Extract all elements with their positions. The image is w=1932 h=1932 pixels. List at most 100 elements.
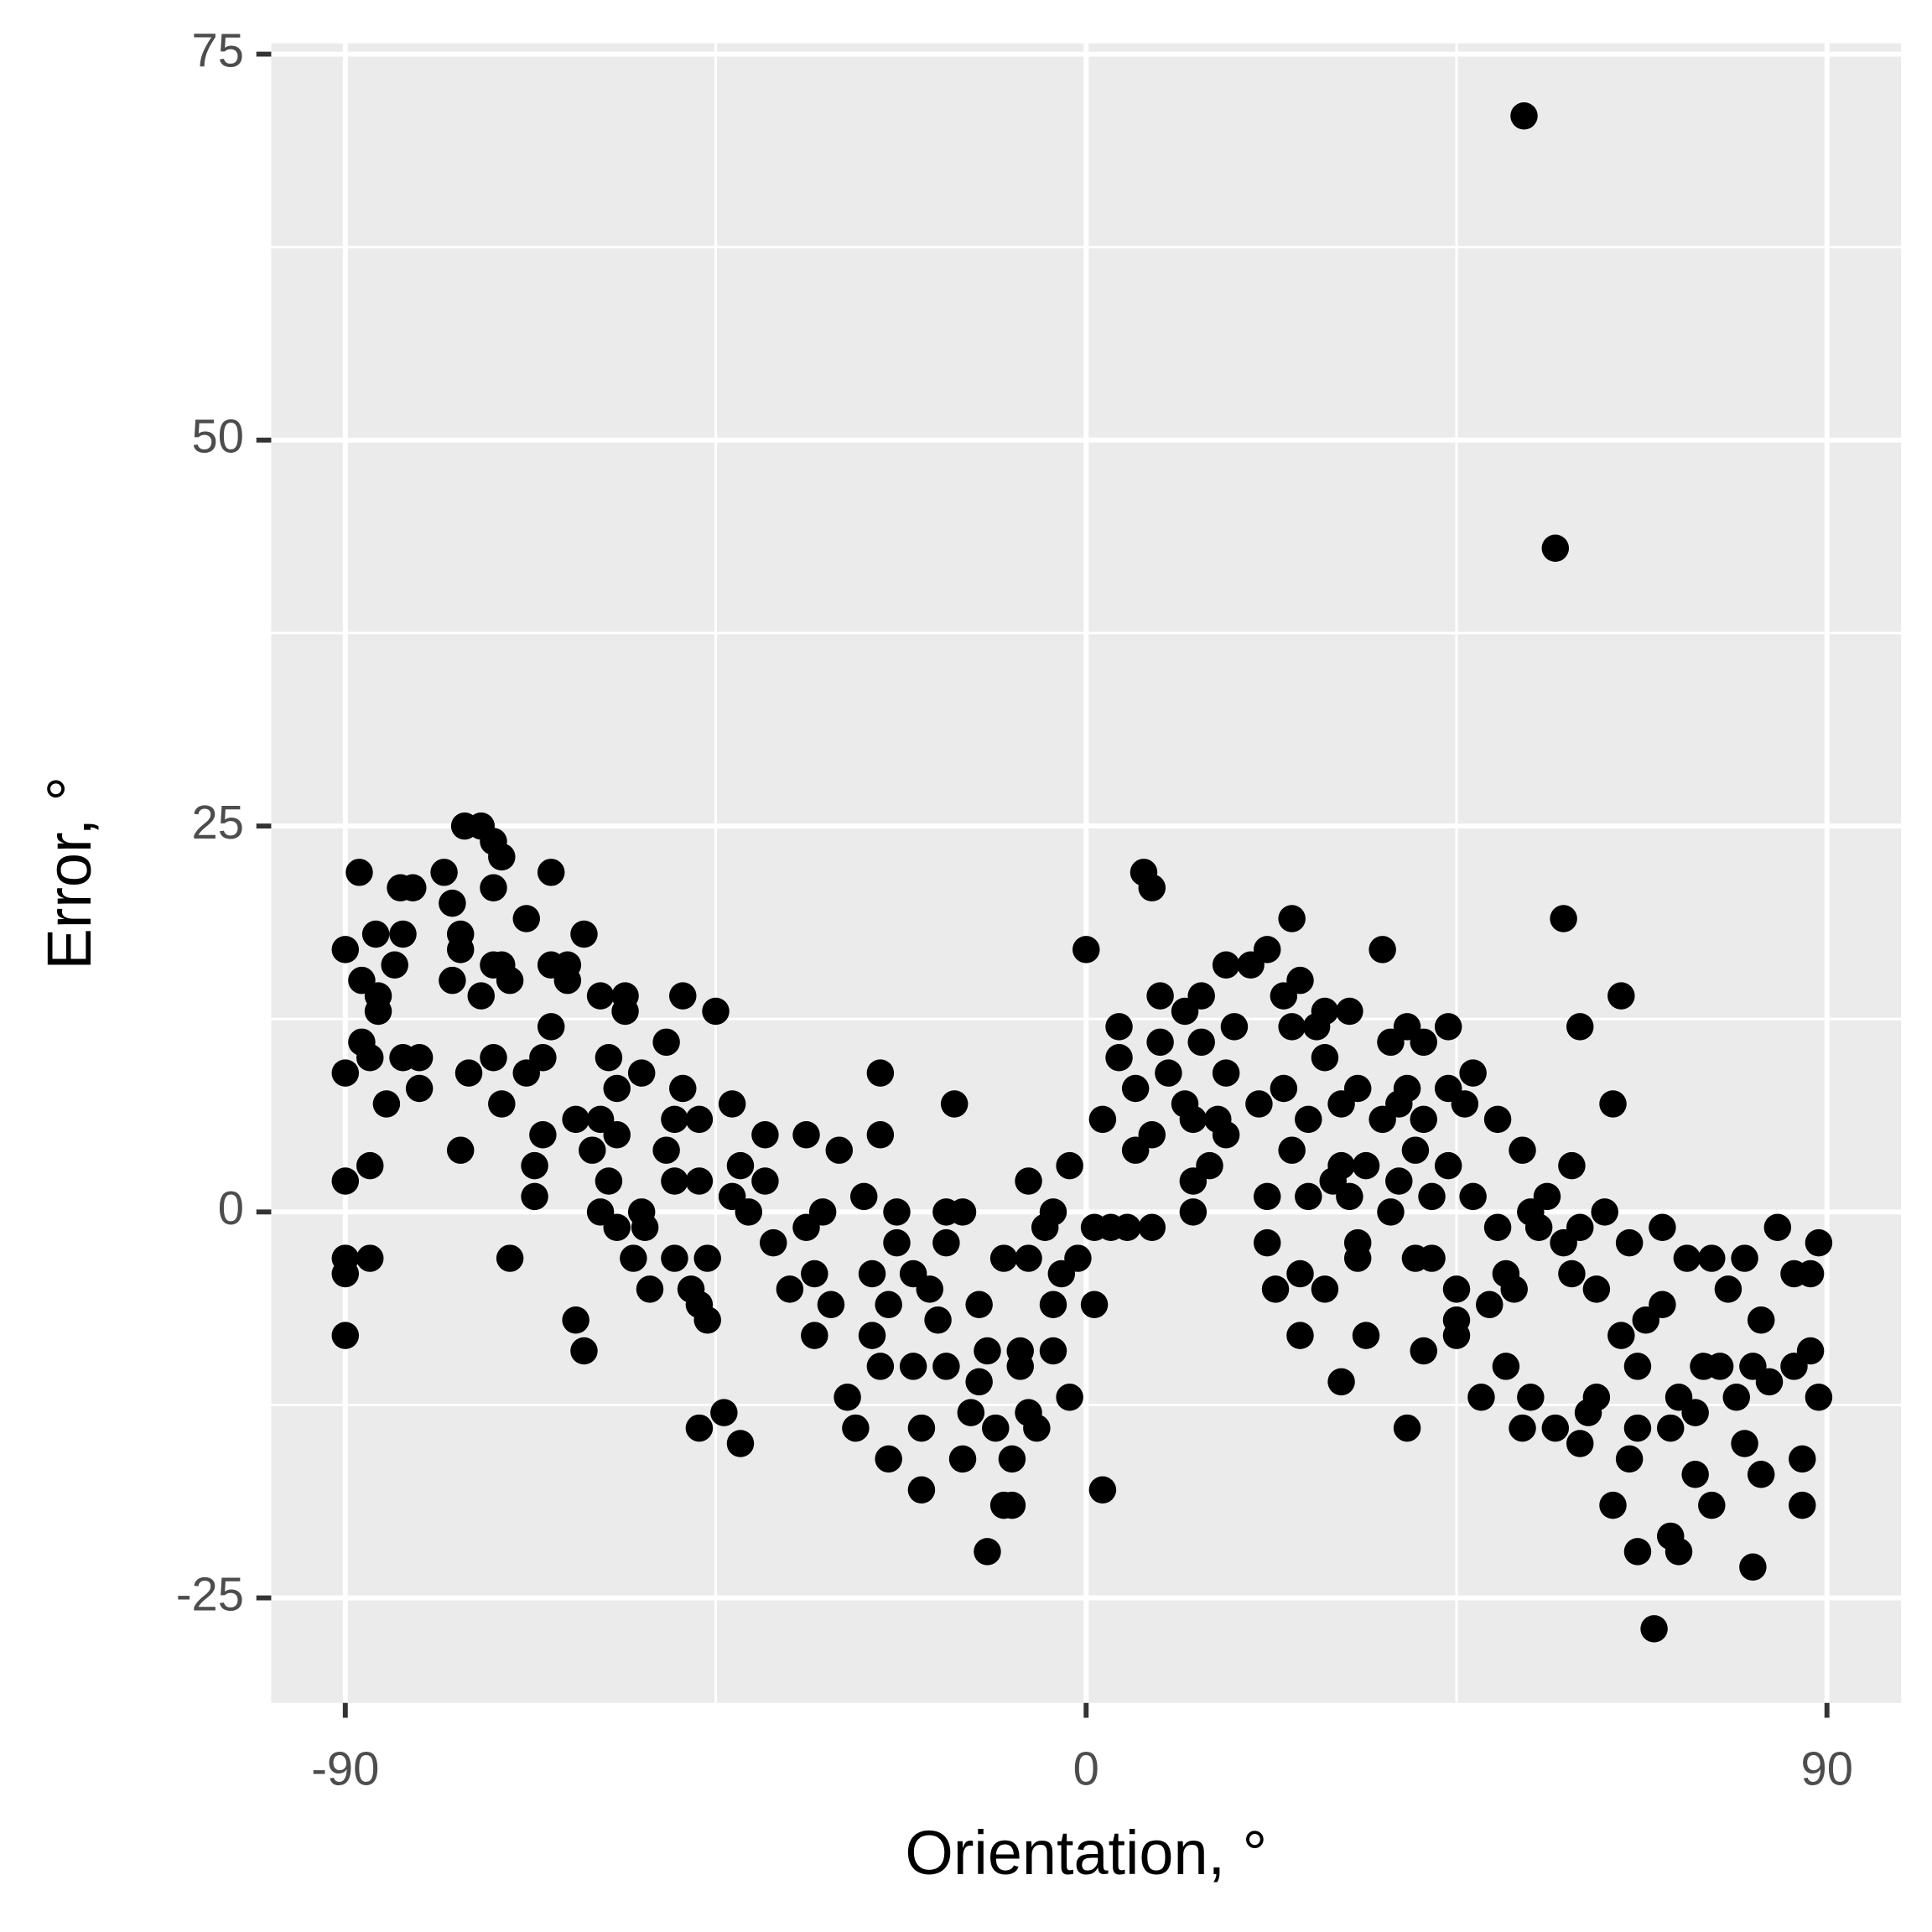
point: [356, 1151, 384, 1180]
point: [751, 1167, 779, 1195]
point: [907, 1414, 936, 1442]
point: [1442, 1275, 1471, 1303]
point: [1220, 1013, 1249, 1041]
point: [1698, 1491, 1726, 1519]
point: [1311, 1275, 1339, 1303]
point: [907, 1476, 936, 1504]
point: [702, 997, 730, 1026]
point: [792, 1121, 820, 1149]
point: [1393, 1074, 1421, 1103]
point: [1550, 905, 1577, 932]
points: [331, 101, 1833, 1643]
y-tick-label: 50: [192, 410, 244, 463]
point: [636, 1275, 664, 1303]
point: [1763, 1213, 1792, 1241]
point: [1138, 1121, 1166, 1149]
point: [808, 1198, 837, 1226]
point: [1739, 1553, 1767, 1581]
point: [858, 1259, 886, 1288]
point: [595, 1043, 623, 1072]
point: [1410, 1105, 1437, 1134]
point: [1088, 1105, 1117, 1134]
point: [356, 1244, 384, 1272]
point: [1747, 1461, 1775, 1488]
point: [1056, 1384, 1083, 1411]
point: [1278, 1136, 1306, 1164]
point: [1352, 1151, 1380, 1180]
point: [948, 1445, 977, 1473]
point: [1393, 1414, 1421, 1442]
point: [776, 1275, 804, 1303]
point: [1286, 1322, 1314, 1349]
point: [1558, 1151, 1586, 1180]
point: [1483, 1105, 1512, 1134]
point: [982, 1414, 1010, 1442]
point: [1747, 1306, 1775, 1334]
point: [439, 889, 466, 917]
point: [512, 905, 540, 932]
point: [1295, 1105, 1322, 1134]
point: [685, 1167, 714, 1195]
point: [1558, 1259, 1586, 1288]
point: [1039, 1337, 1067, 1365]
point: [661, 1244, 688, 1272]
point: [1649, 1291, 1676, 1319]
point: [356, 1043, 384, 1072]
point: [1343, 1074, 1372, 1103]
x-tick-label: 90: [1801, 1742, 1853, 1794]
point: [405, 1074, 434, 1103]
y-tick-label: 75: [192, 23, 244, 76]
point: [1155, 1059, 1182, 1087]
point: [1138, 874, 1166, 901]
point: [446, 920, 475, 948]
point: [345, 859, 373, 886]
point: [1607, 982, 1635, 1010]
point: [849, 1182, 878, 1211]
point: [1541, 1414, 1570, 1442]
point: [1649, 1213, 1676, 1241]
point: [1805, 1228, 1833, 1257]
point: [1467, 1384, 1495, 1411]
point: [1607, 1322, 1635, 1349]
point: [1681, 1399, 1709, 1426]
point: [693, 1244, 721, 1272]
point: [661, 1167, 688, 1195]
point: [1146, 982, 1174, 1010]
point: [595, 1167, 623, 1195]
point: [817, 1291, 845, 1319]
point: [1187, 982, 1215, 1010]
point: [1755, 1368, 1784, 1396]
point: [866, 1059, 895, 1087]
point: [1286, 966, 1314, 995]
point: [669, 982, 697, 1010]
y-tick-label: 25: [192, 796, 244, 849]
point: [998, 1491, 1026, 1519]
point: [1796, 1259, 1825, 1288]
point: [1665, 1538, 1693, 1566]
point: [1492, 1353, 1520, 1380]
point: [1385, 1167, 1413, 1195]
point: [1179, 1105, 1208, 1134]
point: [1212, 1059, 1240, 1087]
point: [627, 1059, 656, 1087]
point: [331, 936, 360, 963]
point: [1410, 1337, 1437, 1365]
point: [1343, 1228, 1372, 1257]
point: [454, 1059, 483, 1087]
point: [948, 1198, 977, 1226]
point: [1278, 905, 1306, 932]
point: [883, 1198, 911, 1226]
point: [1483, 1213, 1512, 1241]
point: [488, 1090, 516, 1118]
point: [570, 1337, 598, 1365]
point: [1336, 997, 1363, 1026]
point: [1311, 997, 1339, 1026]
x-tick-label: -90: [311, 1742, 379, 1794]
point: [1146, 1028, 1174, 1057]
point: [974, 1538, 1001, 1566]
point: [1088, 1476, 1117, 1504]
point: [1056, 1151, 1083, 1180]
point: [529, 1121, 557, 1149]
point: [1706, 1353, 1734, 1380]
